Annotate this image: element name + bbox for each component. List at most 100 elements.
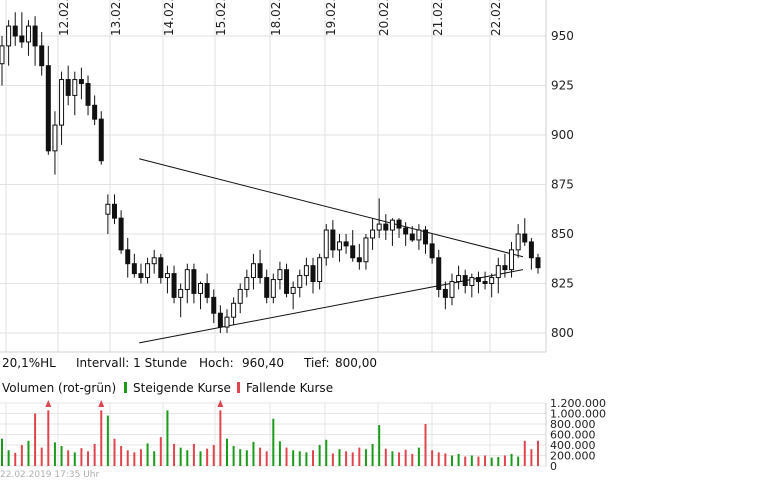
candle-body-falling	[138, 273, 144, 279]
x-tick-labels: 12.02. 13.02. 14.02. 15.02. 18.02. 19.02. 20.0…	[57, 0, 503, 36]
candle-body-rising	[52, 124, 58, 152]
y-tick-label: 850	[551, 227, 574, 241]
y-tick-label: 925	[551, 79, 574, 93]
candle-body-falling	[191, 269, 197, 294]
x-tick-label: 20.02.	[377, 0, 391, 36]
candle-body-rising	[250, 263, 256, 279]
candle-body-falling	[131, 263, 137, 275]
legend-falling: Fallende Kurse	[237, 381, 333, 395]
candle-body-falling	[330, 229, 336, 251]
candle-body-rising	[231, 302, 237, 318]
volume-tick-label: 400.000	[550, 439, 596, 452]
volume-tick-label: 600.000	[550, 429, 596, 442]
legend-rising-label: Steigende Kurse	[133, 381, 231, 395]
candle-body-rising	[237, 288, 243, 304]
candle-body-falling	[284, 269, 290, 294]
candle-body-rising	[469, 277, 475, 286]
candle-body-falling	[429, 243, 435, 259]
candle-body-rising	[164, 273, 170, 279]
candle-body-falling	[45, 65, 51, 152]
price-grid	[0, 0, 546, 352]
candle-body-rising	[515, 233, 521, 251]
candle-body-falling	[65, 79, 71, 96]
candle-body-falling	[502, 265, 508, 271]
candle-body-falling	[204, 283, 210, 298]
candle-body-rising	[178, 288, 184, 298]
candle-body-rising	[0, 45, 5, 65]
candle-body-rising	[323, 229, 329, 259]
legend-rising-swatch	[124, 382, 127, 393]
candle-body-rising	[25, 25, 31, 43]
volume-overflow-arrow	[98, 400, 105, 407]
candle-body-rising	[297, 275, 303, 288]
candle-body-falling	[383, 223, 389, 231]
price-frame	[0, 0, 547, 353]
candle-body-rising	[151, 257, 157, 265]
x-tick-label: 15.02.	[214, 0, 228, 36]
candle-body-falling	[396, 219, 402, 229]
x-tick-label: 21.02.	[431, 0, 445, 36]
candle-body-falling	[356, 257, 362, 263]
candle-body-rising	[145, 263, 151, 279]
candle-body-rising	[363, 237, 369, 263]
candle-body-falling	[475, 277, 481, 283]
candle-body-rising	[495, 265, 501, 279]
candle-body-falling	[211, 296, 217, 314]
candle-body-rising	[389, 219, 395, 231]
candle-body-falling	[39, 45, 45, 67]
x-tick-label: 13.02.	[109, 0, 123, 36]
legend-rising: Steigende Kurse	[124, 381, 231, 395]
high-label: Hoch:	[199, 356, 234, 370]
timestamp: 22.02.2019 17:35 Uhr	[0, 470, 100, 480]
candle-body-rising	[317, 257, 323, 283]
candles	[0, 12, 541, 333]
candle-body-falling	[409, 233, 415, 241]
low-label: Tief:	[304, 356, 330, 370]
y-tick-label: 800	[551, 326, 574, 340]
candle-body-falling	[111, 203, 117, 219]
volume-tick-label: 1.000.000	[550, 408, 606, 421]
volume-bars	[1, 400, 539, 466]
candle-body-rising	[59, 79, 65, 126]
candle-body-falling	[350, 245, 356, 259]
candle-body-falling	[257, 263, 263, 279]
y-tick-label: 900	[551, 128, 574, 142]
x-tick-label: 18.02.	[269, 0, 283, 36]
y-tick-label: 825	[551, 277, 574, 291]
interval-label: Intervall: 1 Stunde	[76, 356, 188, 370]
volume-tick-label: 200.000	[550, 450, 596, 463]
candle-body-rising	[6, 25, 12, 47]
legend-falling-label: Fallende Kurse	[246, 381, 334, 395]
legend-falling-swatch	[237, 382, 240, 393]
candle-body-rising	[509, 249, 515, 271]
candle-body-rising	[336, 241, 342, 251]
candle-body-falling	[217, 312, 223, 328]
candle-body-rising	[224, 316, 230, 328]
y-tick-labels: 950 925 900 875 850 825 800	[551, 29, 574, 340]
candle-body-rising	[198, 283, 204, 294]
candle-body-falling	[92, 104, 98, 120]
candle-body-falling	[403, 227, 409, 235]
candle-body-rising	[244, 277, 250, 290]
x-tick-label: 12.02.	[57, 0, 71, 36]
candle-body-falling	[98, 118, 104, 162]
x-tick-label: 19.02.	[324, 0, 338, 36]
y-tick-label: 950	[551, 29, 574, 43]
volume-tick-label: 0	[550, 460, 557, 473]
candle-body-falling	[462, 275, 468, 286]
candle-body-falling	[12, 25, 18, 37]
trendlines	[139, 158, 524, 344]
low-value: 800,00	[335, 356, 377, 370]
candle-body-rising	[277, 269, 283, 281]
candle-body-rising	[105, 203, 111, 215]
x-tick-label: 14.02.	[162, 0, 176, 36]
candle-body-rising	[370, 229, 376, 239]
candle-body-rising	[184, 269, 190, 290]
candle-body-falling	[535, 257, 541, 269]
candle-body-falling	[171, 273, 177, 298]
candle-body-falling	[158, 257, 164, 279]
candle-body-falling	[118, 217, 124, 251]
volume-overflow-arrow	[45, 400, 52, 407]
candle-body-falling	[522, 233, 528, 243]
